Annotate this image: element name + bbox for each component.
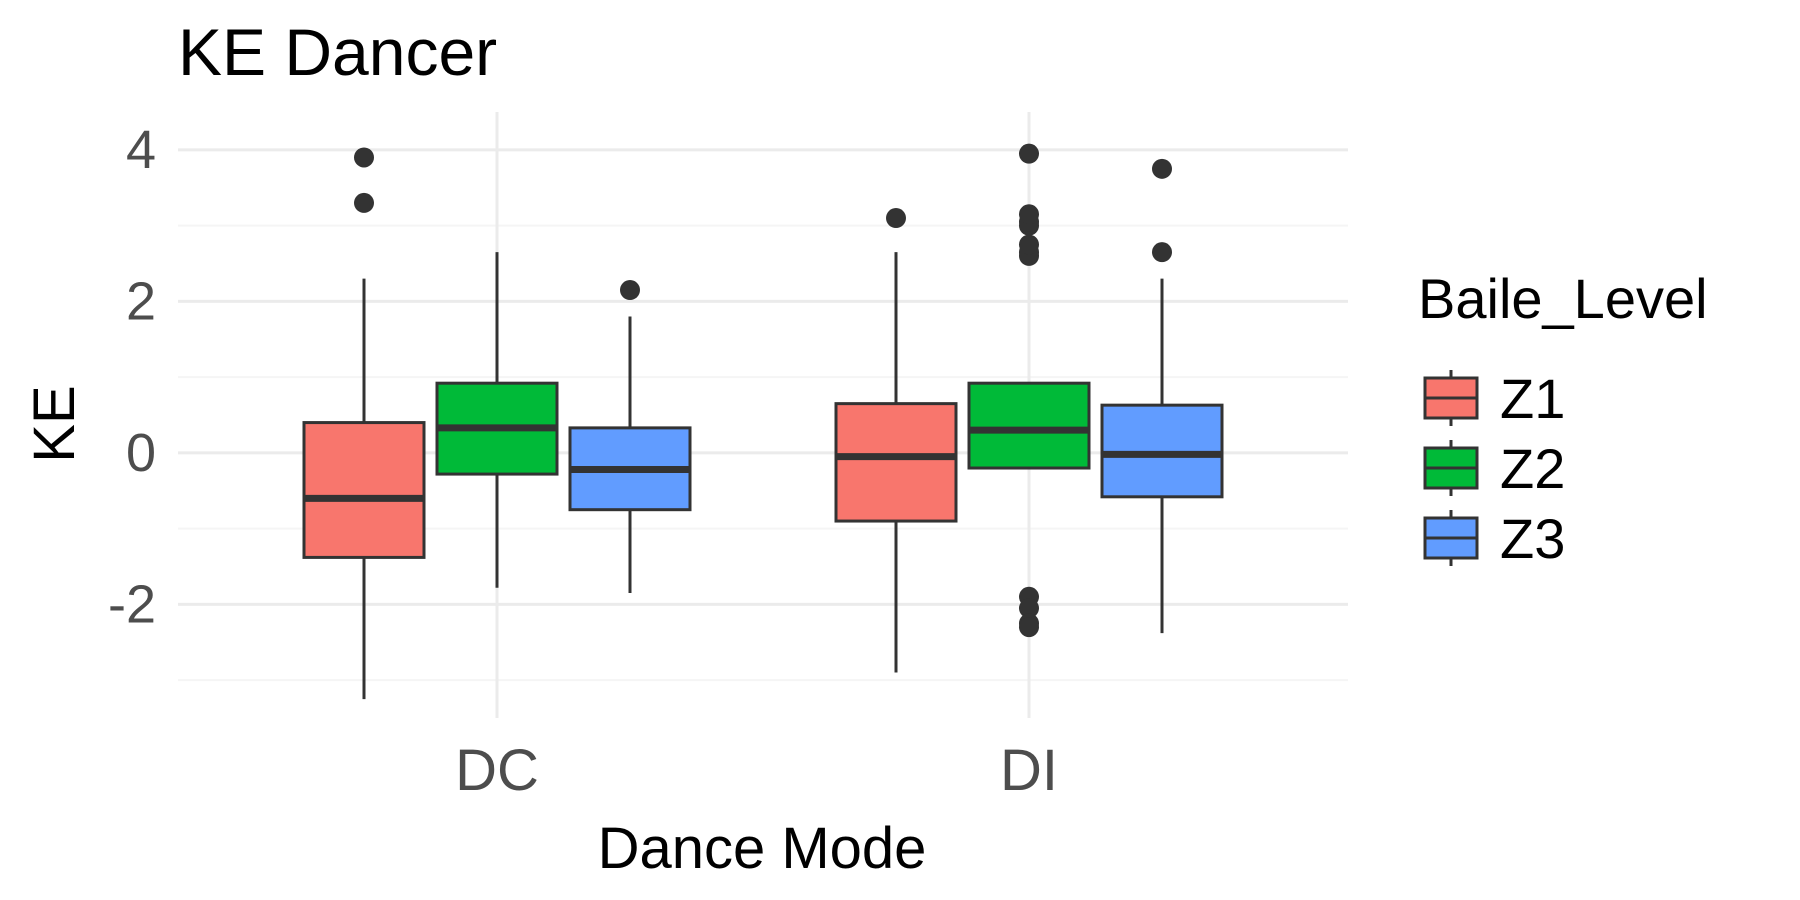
axis-layer: -2 0 2 4 DC DI xyxy=(108,120,1058,803)
box-z1-dc xyxy=(302,147,426,700)
outlier-point xyxy=(1019,204,1039,225)
outlier-point xyxy=(1152,242,1172,263)
legend-label: Z2 xyxy=(1500,437,1565,500)
x-tick-label: DC xyxy=(455,738,539,803)
outlier-point xyxy=(1019,598,1039,619)
legend-item-z1: Z1 xyxy=(1423,367,1565,430)
x-tick-label: DI xyxy=(1000,738,1058,803)
outlier-point xyxy=(354,147,374,168)
y-tick-label: -2 xyxy=(108,574,156,634)
y-tick-label: 0 xyxy=(126,423,156,483)
x-axis-label: Dance Mode xyxy=(598,816,927,881)
outlier-point xyxy=(1152,158,1172,179)
legend-label: Z1 xyxy=(1500,367,1565,430)
box-z3-dc xyxy=(568,280,692,594)
legend-title: Baile_Level xyxy=(1418,267,1708,330)
legend-label: Z3 xyxy=(1500,507,1565,570)
legend: Baile_Level Z1 Z2 Z3 xyxy=(1418,267,1708,570)
y-tick-label: 2 xyxy=(126,271,156,331)
box-z3-di xyxy=(1100,158,1224,634)
box-layer xyxy=(302,143,1224,700)
y-tick-label: 4 xyxy=(126,120,156,180)
chart-title: KE Dancer xyxy=(178,15,497,89)
y-axis-label: KE xyxy=(22,385,87,462)
outlier-point xyxy=(1019,143,1039,164)
legend-item-z2: Z2 xyxy=(1423,437,1565,500)
outlier-point xyxy=(1019,617,1039,638)
box-z2-di xyxy=(967,143,1091,638)
outlier-point xyxy=(620,280,640,301)
box-body xyxy=(302,421,426,559)
outlier-point xyxy=(886,208,906,229)
legend-item-z3: Z3 xyxy=(1423,507,1565,570)
box-z1-di xyxy=(834,208,958,673)
outlier-point xyxy=(354,192,374,213)
box-body xyxy=(967,381,1091,470)
box-body xyxy=(834,402,958,523)
outlier-point xyxy=(1019,234,1039,255)
box-z2-dc xyxy=(435,252,559,588)
